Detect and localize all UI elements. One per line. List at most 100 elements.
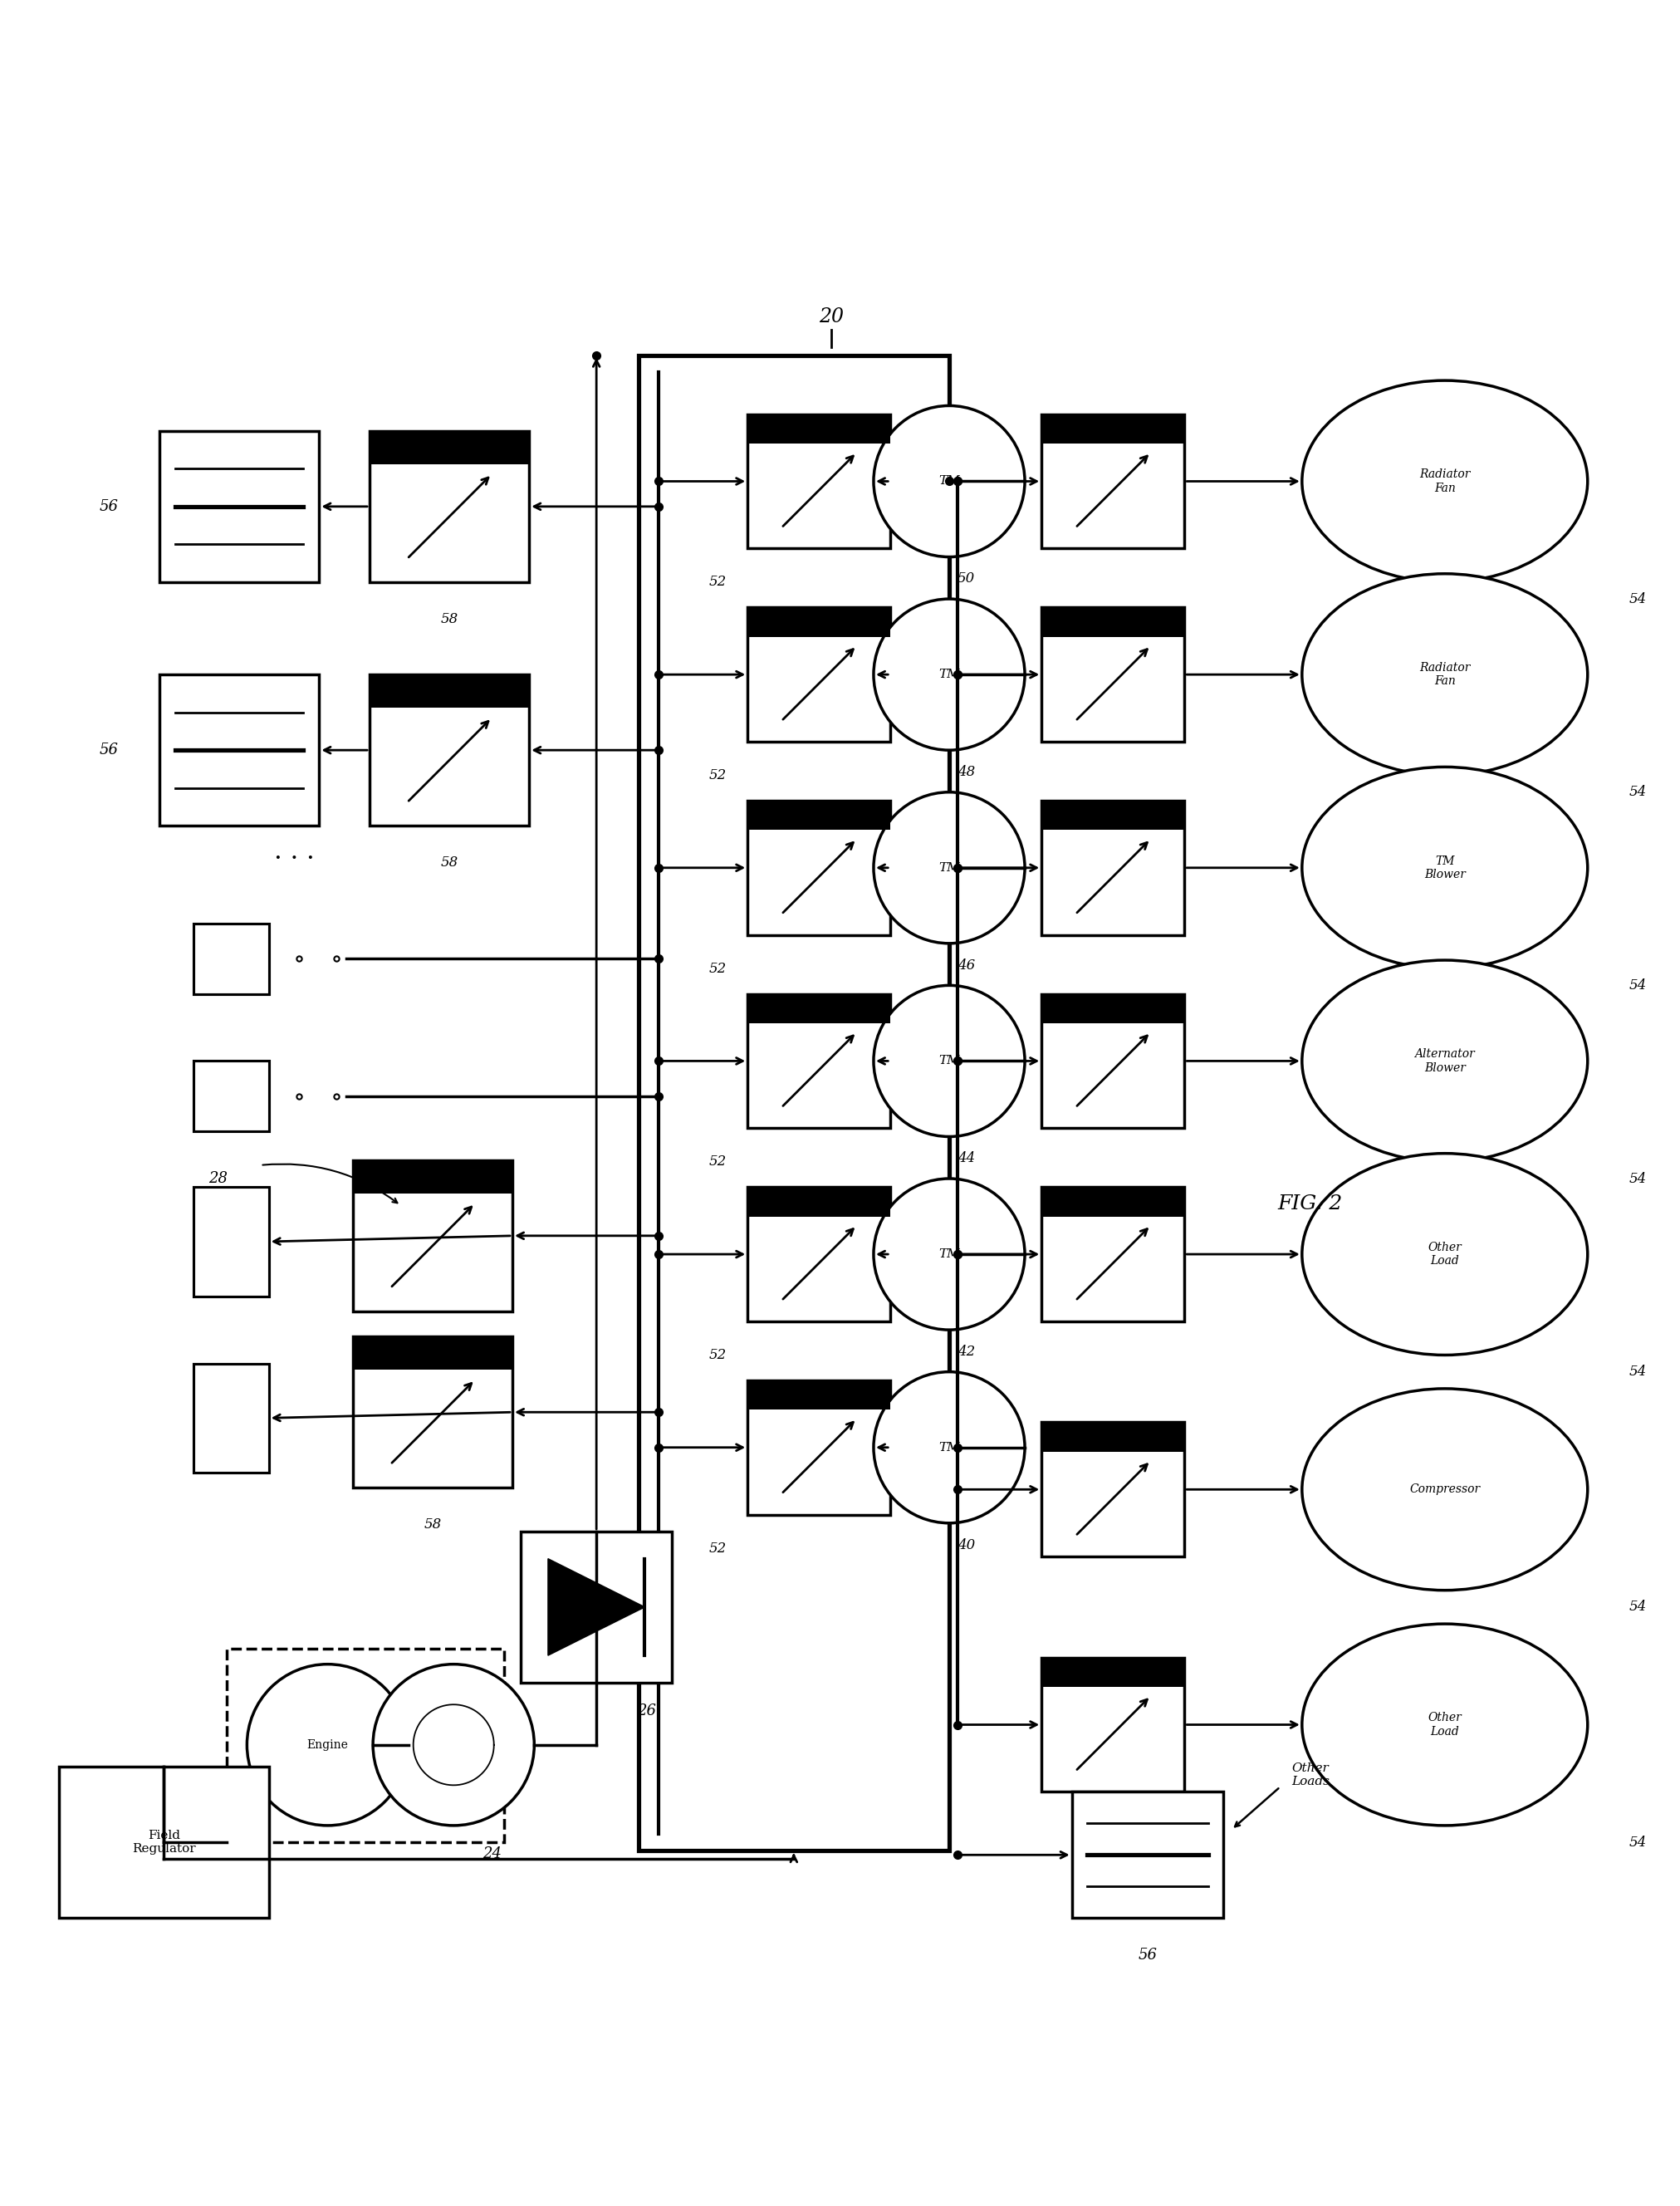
Bar (1042, 993, 1184, 1024)
Bar (1042, 801, 1184, 829)
Bar (227, 1650, 504, 1842)
Bar (160, 675, 319, 825)
Text: 48: 48 (958, 765, 976, 779)
Bar (353, 1160, 512, 1193)
Text: TM: TM (939, 1054, 959, 1068)
Polygon shape (548, 1560, 645, 1654)
Text: 56: 56 (99, 743, 119, 757)
Bar (748, 607, 890, 741)
Text: Other
Loads: Other Loads (1292, 1763, 1329, 1787)
Circle shape (874, 406, 1025, 556)
Ellipse shape (1302, 574, 1588, 774)
Bar (370, 430, 529, 582)
Text: Other
Load: Other Load (1428, 1242, 1462, 1266)
Text: 52: 52 (709, 1348, 726, 1361)
Text: Compressor: Compressor (1410, 1485, 1480, 1496)
Bar (1042, 607, 1184, 741)
Circle shape (247, 1663, 408, 1827)
Bar (748, 1187, 890, 1321)
Ellipse shape (1302, 768, 1588, 968)
Ellipse shape (1302, 1388, 1588, 1591)
Text: TM: TM (939, 1249, 959, 1260)
Bar (521, 1531, 672, 1683)
Bar (748, 801, 890, 935)
Bar (638, 355, 949, 1851)
Bar (1042, 1657, 1184, 1688)
Circle shape (874, 792, 1025, 944)
Bar (160, 430, 319, 582)
Bar (1072, 1791, 1223, 1917)
Circle shape (874, 1372, 1025, 1522)
Circle shape (874, 1178, 1025, 1330)
Bar (370, 675, 529, 708)
Text: 54: 54 (1630, 977, 1646, 993)
Circle shape (874, 598, 1025, 750)
Bar (353, 1337, 512, 1370)
Bar (1042, 993, 1184, 1127)
Text: 40: 40 (958, 1538, 976, 1553)
Text: Radiator
Fan: Radiator Fan (1420, 662, 1470, 686)
Bar (1042, 801, 1184, 935)
Bar (1042, 1187, 1184, 1216)
Bar (748, 993, 890, 1127)
Bar (193, 1187, 269, 1297)
Text: 54: 54 (1630, 1171, 1646, 1185)
Text: · · ·: · · · (274, 847, 314, 871)
Ellipse shape (1302, 960, 1588, 1163)
Bar (748, 801, 890, 829)
Text: 20: 20 (820, 307, 843, 326)
Bar (1042, 607, 1184, 638)
Ellipse shape (1302, 1624, 1588, 1827)
Text: 28: 28 (208, 1171, 228, 1187)
Bar (1042, 415, 1184, 549)
Text: 56: 56 (1137, 1948, 1158, 1963)
Text: 44: 44 (958, 1152, 976, 1165)
Text: 58: 58 (423, 1518, 442, 1531)
Text: TM: TM (939, 476, 959, 488)
Bar (370, 675, 529, 825)
Text: 54: 54 (1630, 591, 1646, 607)
Text: 58: 58 (440, 611, 459, 627)
Text: 54: 54 (1630, 1366, 1646, 1379)
Text: 52: 52 (709, 576, 726, 589)
Bar (193, 924, 269, 993)
Text: FIG. 2: FIG. 2 (1278, 1193, 1342, 1213)
Text: 52: 52 (709, 962, 726, 975)
Bar (748, 415, 890, 549)
Bar (748, 993, 890, 1024)
Circle shape (874, 986, 1025, 1136)
Bar (748, 1381, 890, 1516)
Text: Radiator
Fan: Radiator Fan (1420, 468, 1470, 494)
Bar (59, 1767, 269, 1917)
Text: TM: TM (939, 863, 959, 874)
Text: 52: 52 (709, 768, 726, 783)
Circle shape (373, 1663, 534, 1827)
Text: TM: TM (939, 1443, 959, 1454)
Bar (1042, 415, 1184, 443)
Bar (748, 607, 890, 638)
Bar (353, 1160, 512, 1310)
Bar (370, 430, 529, 463)
Bar (748, 415, 890, 443)
Text: 52: 52 (709, 1154, 726, 1169)
Bar (1042, 1423, 1184, 1557)
Text: 54: 54 (1630, 785, 1646, 799)
Bar (353, 1337, 512, 1487)
Text: 42: 42 (958, 1346, 976, 1359)
Text: 58: 58 (440, 856, 459, 869)
Text: 58: 58 (423, 1341, 442, 1354)
Text: Field
Regulator: Field Regulator (133, 1829, 195, 1855)
Text: 24: 24 (482, 1846, 502, 1862)
Text: 56: 56 (99, 499, 119, 514)
Text: 52: 52 (709, 1542, 726, 1555)
Text: 26: 26 (637, 1703, 657, 1718)
Bar (193, 1363, 269, 1474)
Bar (1042, 1657, 1184, 1791)
Text: Engine: Engine (307, 1738, 348, 1752)
Text: TM
Blower: TM Blower (1425, 856, 1465, 880)
Text: TM: TM (939, 668, 959, 679)
Ellipse shape (1302, 1154, 1588, 1354)
Text: 54: 54 (1630, 1835, 1646, 1849)
Text: 46: 46 (958, 957, 976, 973)
Ellipse shape (1302, 379, 1588, 582)
